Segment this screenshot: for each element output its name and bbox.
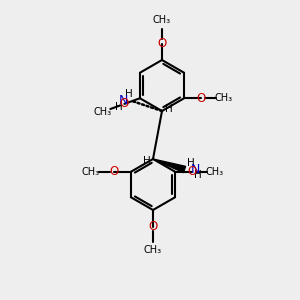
Text: CH₃: CH₃ [82, 167, 100, 177]
Text: H: H [194, 170, 202, 181]
Text: O: O [187, 165, 196, 178]
Text: O: O [110, 165, 119, 178]
Text: H: H [125, 89, 133, 99]
Text: CH₃: CH₃ [144, 245, 162, 255]
Text: N: N [119, 94, 129, 107]
Polygon shape [153, 159, 185, 172]
Text: N: N [191, 163, 200, 176]
Text: O: O [196, 92, 205, 105]
Text: O: O [158, 37, 166, 50]
Text: O: O [148, 220, 158, 233]
Text: CH₃: CH₃ [206, 167, 224, 177]
Text: CH₃: CH₃ [93, 107, 112, 117]
Text: CH₃: CH₃ [215, 93, 233, 103]
Text: H: H [142, 155, 150, 166]
Text: H: H [187, 158, 195, 169]
Text: H: H [165, 104, 172, 115]
Text: O: O [120, 98, 129, 110]
Text: H: H [115, 101, 123, 112]
Text: CH₃: CH₃ [153, 15, 171, 25]
